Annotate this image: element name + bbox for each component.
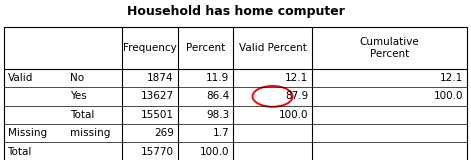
Text: Total: Total bbox=[70, 110, 95, 120]
Text: 87.9: 87.9 bbox=[285, 91, 308, 101]
Text: 12.1: 12.1 bbox=[285, 73, 308, 83]
Text: Missing: Missing bbox=[8, 128, 47, 138]
Text: Frequency: Frequency bbox=[123, 43, 177, 53]
Text: 100.0: 100.0 bbox=[434, 91, 463, 101]
Text: 12.1: 12.1 bbox=[440, 73, 463, 83]
Bar bbox=[4, 27, 467, 160]
Text: 1874: 1874 bbox=[147, 73, 174, 83]
Text: 15501: 15501 bbox=[141, 110, 174, 120]
Text: Total: Total bbox=[8, 147, 32, 157]
Text: Valid: Valid bbox=[8, 73, 33, 83]
Text: 11.9: 11.9 bbox=[206, 73, 229, 83]
Text: 269: 269 bbox=[154, 128, 174, 138]
Text: 98.3: 98.3 bbox=[206, 110, 229, 120]
Text: 100.0: 100.0 bbox=[279, 110, 308, 120]
Text: Yes: Yes bbox=[70, 91, 87, 101]
Text: 1.7: 1.7 bbox=[213, 128, 229, 138]
Text: 15770: 15770 bbox=[141, 147, 174, 157]
Text: 86.4: 86.4 bbox=[206, 91, 229, 101]
Text: Valid Percent: Valid Percent bbox=[239, 43, 307, 53]
Text: No: No bbox=[70, 73, 84, 83]
Text: missing: missing bbox=[70, 128, 111, 138]
Text: 13627: 13627 bbox=[141, 91, 174, 101]
Text: Cumulative
Percent: Cumulative Percent bbox=[360, 37, 420, 59]
Text: Percent: Percent bbox=[186, 43, 225, 53]
Text: Household has home computer: Household has home computer bbox=[127, 5, 344, 18]
Text: 100.0: 100.0 bbox=[200, 147, 229, 157]
